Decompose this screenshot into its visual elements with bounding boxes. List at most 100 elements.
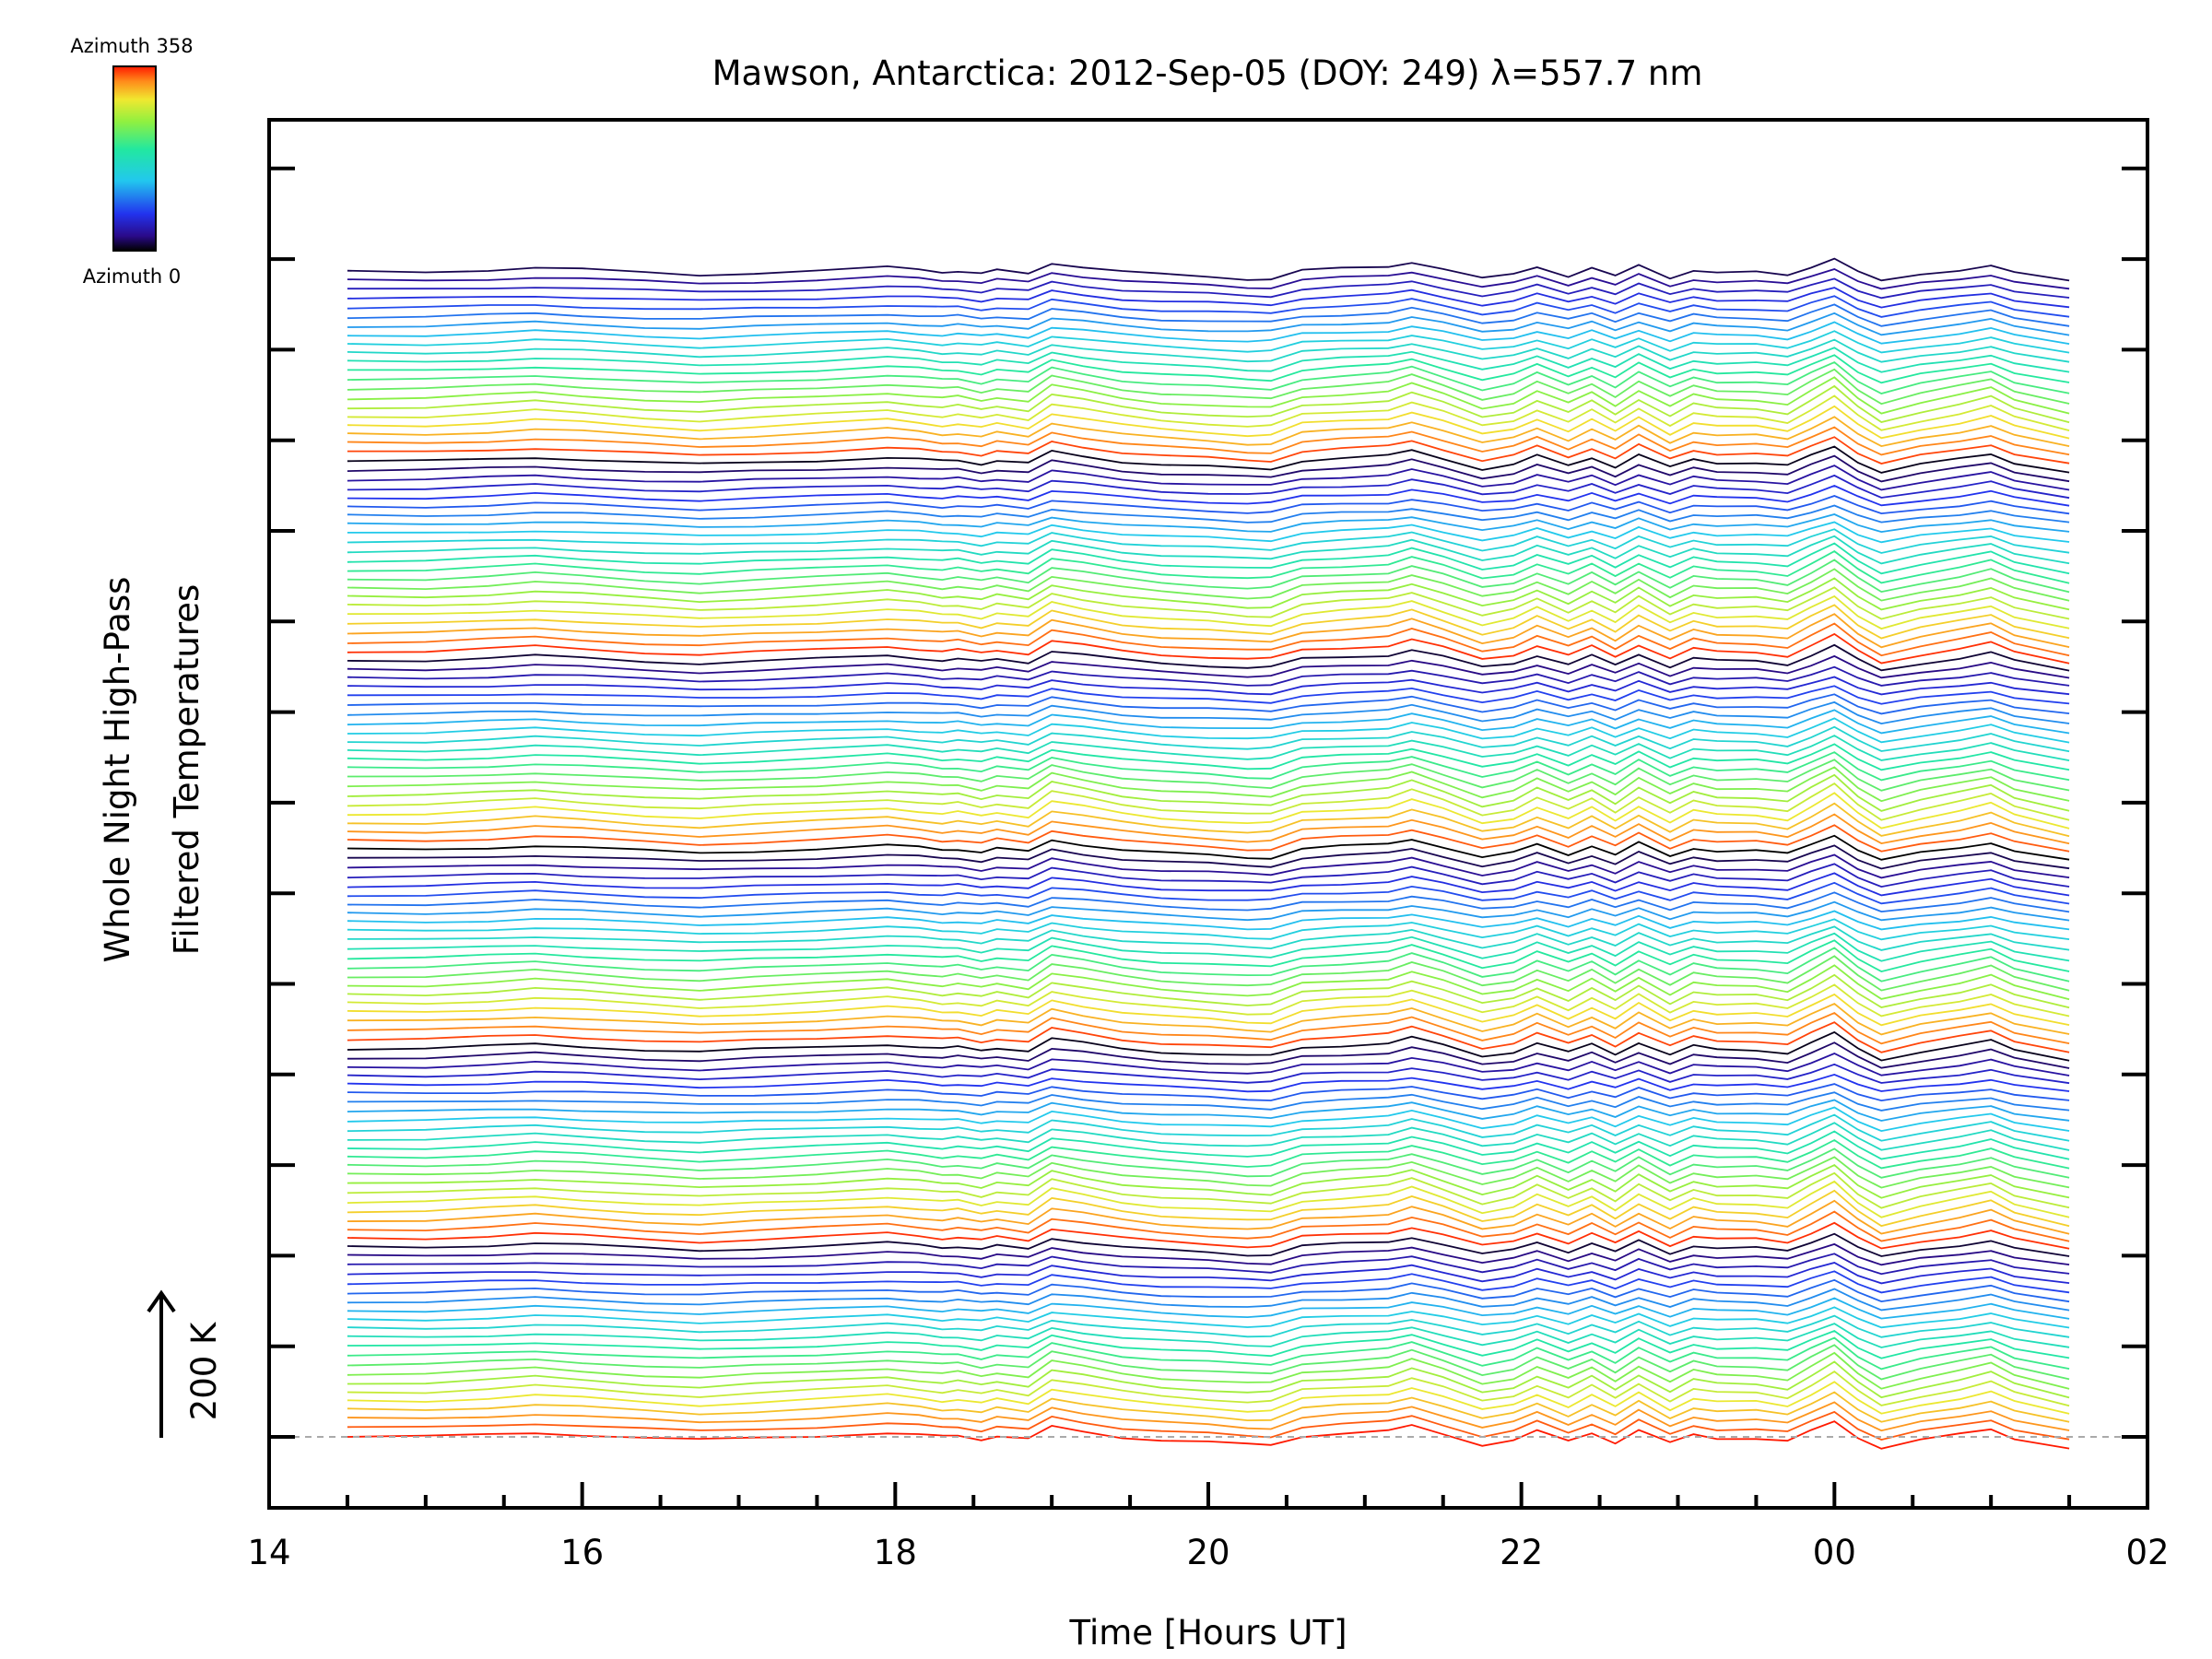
series-line-60 bbox=[347, 881, 2070, 905]
colorbar-gradient bbox=[112, 65, 157, 252]
series-line-79 bbox=[347, 709, 2070, 735]
series-line-56 bbox=[347, 918, 2070, 941]
series-line-106 bbox=[347, 465, 2070, 491]
series-line-126 bbox=[347, 287, 2070, 309]
series-line-120 bbox=[347, 338, 2070, 363]
series-line-74 bbox=[347, 751, 2070, 782]
series-line-3 bbox=[347, 1391, 2070, 1423]
y-axis-label-line1: Whole Night High-Pass bbox=[98, 577, 137, 963]
series-line-122 bbox=[347, 321, 2070, 345]
series-line-44 bbox=[347, 1021, 2070, 1053]
series-line-8 bbox=[347, 1344, 2070, 1381]
series-line-1 bbox=[347, 1410, 2070, 1441]
series-line-43 bbox=[347, 1030, 2070, 1062]
series-line-64 bbox=[347, 844, 2070, 870]
series-line-5 bbox=[347, 1371, 2070, 1407]
series-line-87 bbox=[347, 632, 2070, 665]
y-axis-label-line2: Filtered Temperatures bbox=[167, 584, 206, 955]
series-line-62 bbox=[347, 863, 2070, 888]
series-line-83 bbox=[347, 676, 2070, 696]
series-line-101 bbox=[347, 513, 2070, 534]
series-line-29 bbox=[347, 1156, 2070, 1189]
series-line-112 bbox=[347, 405, 2070, 440]
series-line-111 bbox=[347, 416, 2070, 448]
series-line-36 bbox=[347, 1099, 2070, 1122]
x-tick-label-6: 02 bbox=[2125, 1533, 2169, 1572]
series-line-27 bbox=[347, 1171, 2070, 1209]
x-tick-label-0: 14 bbox=[247, 1533, 290, 1572]
series-line-6 bbox=[347, 1360, 2070, 1399]
series-line-32 bbox=[347, 1130, 2070, 1160]
series-line-92 bbox=[347, 586, 2070, 620]
x-axis-label: Time [Hours UT] bbox=[1068, 1613, 1347, 1653]
series-line-90 bbox=[347, 604, 2070, 640]
series-line-71 bbox=[347, 773, 2070, 812]
series-line-63 bbox=[347, 853, 2070, 879]
series-line-12 bbox=[347, 1314, 2070, 1338]
series-line-31 bbox=[347, 1138, 2070, 1170]
series-line-51 bbox=[347, 955, 2070, 992]
y-ticks bbox=[269, 166, 2147, 1439]
series-line-59 bbox=[347, 891, 2070, 913]
series-line-16 bbox=[347, 1278, 2070, 1303]
series-line-20 bbox=[347, 1242, 2070, 1266]
series-line-73 bbox=[347, 759, 2070, 792]
series-line-78 bbox=[347, 717, 2070, 744]
series-line-23 bbox=[347, 1210, 2070, 1242]
scale-arrow-head-icon bbox=[147, 1289, 176, 1313]
series-line-125 bbox=[347, 295, 2070, 318]
scale-indicator: 200 K bbox=[147, 1289, 224, 1438]
series-line-24 bbox=[347, 1199, 2070, 1235]
series-line-105 bbox=[347, 474, 2070, 500]
series-line-100 bbox=[347, 521, 2070, 544]
series-line-128 bbox=[347, 268, 2070, 290]
series-line-108 bbox=[347, 445, 2070, 474]
series-line-37 bbox=[347, 1091, 2070, 1112]
series-line-86 bbox=[347, 643, 2070, 672]
series-line-65 bbox=[347, 834, 2070, 861]
series-line-76 bbox=[347, 735, 2070, 761]
x-tick-label-5: 00 bbox=[1813, 1533, 1856, 1572]
series-line-129 bbox=[347, 257, 2070, 282]
series-line-85 bbox=[347, 654, 2070, 679]
x-tick-label-4: 22 bbox=[1500, 1533, 1543, 1572]
colorbar: Azimuth 358 Azimuth 0 bbox=[70, 35, 193, 288]
series-line-103 bbox=[347, 495, 2070, 515]
x-tick-label-2: 18 bbox=[874, 1533, 917, 1572]
series-line-107 bbox=[347, 454, 2070, 483]
series-line-124 bbox=[347, 303, 2070, 327]
series-line-113 bbox=[347, 394, 2070, 431]
series-line-46 bbox=[347, 1002, 2070, 1036]
series-line-57 bbox=[347, 910, 2070, 931]
series-line-67 bbox=[347, 813, 2070, 845]
x-axis: 14 16 18 20 22 00 02 bbox=[247, 1482, 2170, 1572]
series-line-33 bbox=[347, 1122, 2070, 1151]
series-line-119 bbox=[347, 347, 2070, 373]
series-line-96 bbox=[347, 550, 2070, 584]
series-line-95 bbox=[347, 559, 2070, 594]
series-line-98 bbox=[347, 535, 2070, 565]
series-line-93 bbox=[347, 577, 2070, 611]
scale-label: 200 K bbox=[184, 1321, 224, 1420]
series-line-54 bbox=[347, 932, 2070, 962]
series-line-9 bbox=[347, 1336, 2070, 1371]
series-line-114 bbox=[347, 384, 2070, 424]
series-line-22 bbox=[347, 1221, 2070, 1250]
series-line-89 bbox=[347, 613, 2070, 649]
series-line-30 bbox=[347, 1147, 2070, 1179]
series-line-25 bbox=[347, 1189, 2070, 1228]
series-line-91 bbox=[347, 594, 2070, 630]
series-line-7 bbox=[347, 1351, 2070, 1390]
series-line-19 bbox=[347, 1253, 2070, 1276]
series-line-28 bbox=[347, 1164, 2070, 1199]
series-line-61 bbox=[347, 872, 2070, 897]
series-line-39 bbox=[347, 1073, 2070, 1093]
series-line-21 bbox=[347, 1232, 2070, 1257]
series-line-0 bbox=[347, 1420, 2070, 1450]
series-line-115 bbox=[347, 376, 2070, 415]
series-line-109 bbox=[347, 436, 2070, 465]
series-line-41 bbox=[347, 1053, 2070, 1077]
colorbar-top-label: Azimuth 358 bbox=[70, 35, 193, 57]
series-line-102 bbox=[347, 504, 2070, 524]
